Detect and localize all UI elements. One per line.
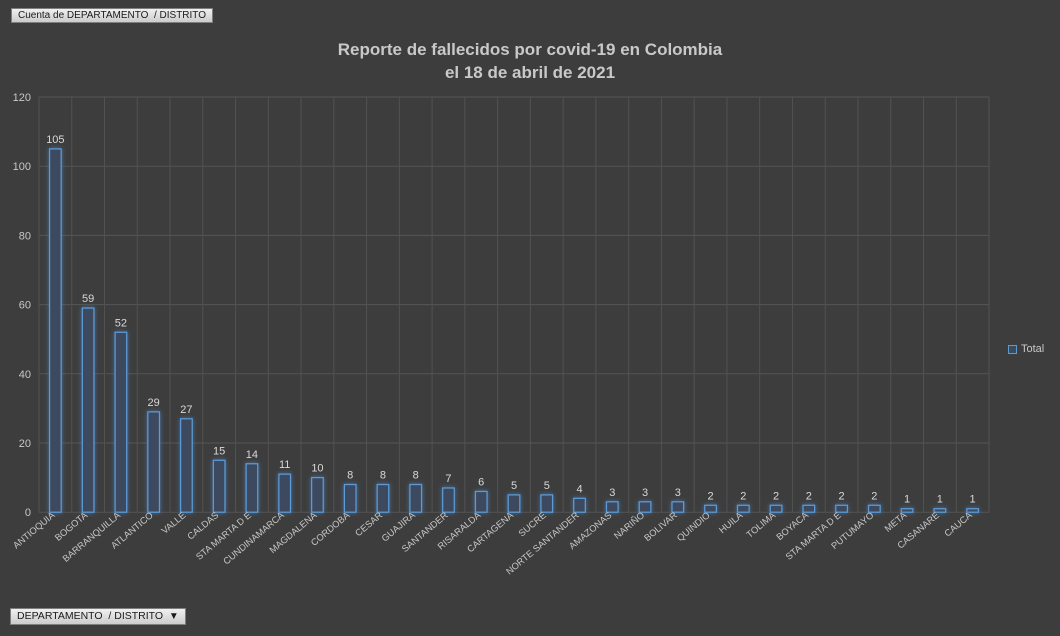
svg-text:6: 6 bbox=[478, 476, 484, 488]
svg-text:1: 1 bbox=[970, 494, 976, 506]
svg-text:52: 52 bbox=[115, 317, 127, 329]
svg-text:7: 7 bbox=[445, 473, 451, 485]
svg-text:0: 0 bbox=[25, 507, 31, 519]
svg-text:5: 5 bbox=[544, 480, 550, 492]
svg-text:2: 2 bbox=[806, 490, 812, 502]
svg-text:4: 4 bbox=[576, 483, 582, 495]
svg-text:20: 20 bbox=[19, 438, 31, 450]
svg-text:11: 11 bbox=[279, 459, 290, 471]
svg-text:CAUCA: CAUCA bbox=[943, 510, 975, 539]
svg-text:HUILA: HUILA bbox=[717, 510, 745, 536]
svg-text:100: 100 bbox=[13, 161, 31, 173]
svg-text:1: 1 bbox=[904, 494, 910, 506]
svg-text:NARIÑO: NARIÑO bbox=[612, 510, 646, 541]
svg-text:14: 14 bbox=[246, 449, 258, 461]
svg-text:5: 5 bbox=[511, 480, 517, 492]
svg-text:40: 40 bbox=[19, 369, 31, 381]
svg-text:CUNDINAMARCA: CUNDINAMARCA bbox=[221, 510, 286, 567]
svg-text:3: 3 bbox=[642, 487, 648, 499]
svg-text:STA MARTA D E: STA MARTA D E bbox=[784, 510, 843, 562]
svg-text:3: 3 bbox=[609, 487, 615, 499]
svg-text:80: 80 bbox=[19, 230, 31, 242]
svg-text:8: 8 bbox=[413, 470, 419, 482]
svg-text:VALLE: VALLE bbox=[160, 510, 188, 536]
svg-text:3: 3 bbox=[675, 487, 681, 499]
svg-text:8: 8 bbox=[347, 470, 353, 482]
svg-text:QUINDIO: QUINDIO bbox=[675, 510, 712, 543]
svg-text:10: 10 bbox=[311, 463, 323, 475]
svg-text:15: 15 bbox=[213, 445, 225, 457]
svg-text:27: 27 bbox=[180, 404, 192, 416]
svg-text:ANTIOQUIA: ANTIOQUIA bbox=[11, 510, 57, 551]
svg-text:META: META bbox=[883, 510, 909, 534]
svg-text:2: 2 bbox=[740, 490, 746, 502]
svg-text:60: 60 bbox=[19, 300, 31, 312]
svg-text:TOLIMA: TOLIMA bbox=[745, 510, 778, 540]
svg-text:2: 2 bbox=[871, 490, 877, 502]
svg-text:BOLIVAR: BOLIVAR bbox=[642, 510, 679, 543]
svg-text:CESAR: CESAR bbox=[353, 510, 384, 538]
svg-text:2: 2 bbox=[707, 490, 713, 502]
svg-text:SUCRE: SUCRE bbox=[517, 510, 548, 539]
svg-text:29: 29 bbox=[148, 397, 160, 409]
svg-text:1: 1 bbox=[937, 494, 943, 506]
svg-text:STA MARTA D E: STA MARTA D E bbox=[194, 510, 253, 562]
svg-text:105: 105 bbox=[46, 134, 64, 146]
svg-text:2: 2 bbox=[839, 490, 845, 502]
svg-text:8: 8 bbox=[380, 470, 386, 482]
svg-text:BARRANQUILLA: BARRANQUILLA bbox=[61, 510, 123, 564]
svg-text:2: 2 bbox=[773, 490, 779, 502]
svg-text:59: 59 bbox=[82, 293, 94, 305]
svg-text:120: 120 bbox=[13, 92, 31, 104]
